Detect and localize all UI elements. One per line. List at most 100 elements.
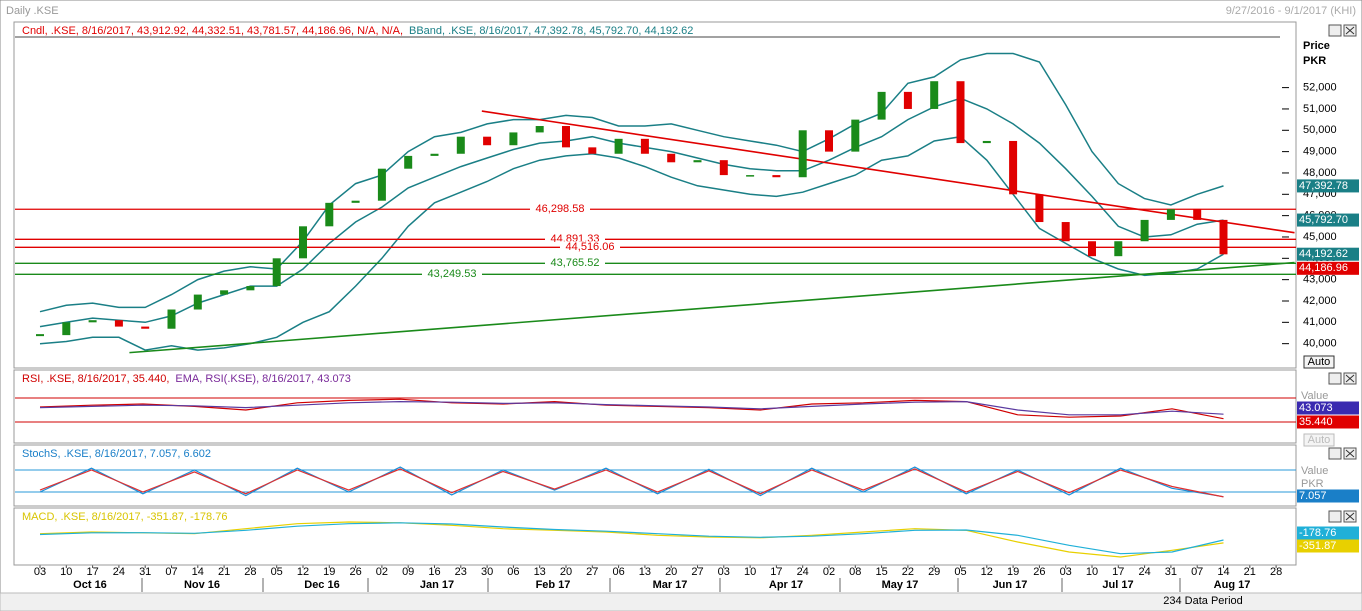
x-tick-label: 28 — [244, 566, 256, 578]
value-box — [1297, 213, 1359, 227]
x-tick-label: 02 — [823, 566, 835, 578]
candle — [509, 132, 518, 146]
value-box — [1297, 489, 1359, 503]
x-tick-label: 05 — [954, 566, 966, 578]
window-title: Daily .KSE — [6, 5, 59, 17]
x-tick-label: 28 — [1270, 566, 1282, 578]
maximize-button[interactable] — [1328, 24, 1342, 37]
level-label: 43,249.53 — [428, 268, 477, 280]
close-icon — [1345, 374, 1355, 383]
panel-frame — [13, 21, 1297, 369]
legend-text: EMA, RSI(.KSE), 8/16/2017, 43.073 — [175, 373, 350, 385]
axis-note: PKR — [1301, 478, 1324, 490]
x-tick-label: 29 — [928, 566, 940, 578]
trend-line — [481, 110, 1295, 234]
x-tick-label: 10 — [744, 566, 756, 578]
candle — [220, 290, 229, 295]
x-tick-label: 13 — [639, 566, 651, 578]
value-box-label: 47,392.78 — [1299, 180, 1348, 192]
candle — [377, 168, 386, 201]
x-tick-label: 07 — [165, 566, 177, 578]
x-tick-label: 20 — [665, 566, 677, 578]
value-box — [1297, 179, 1359, 193]
x-tick-label: 21 — [218, 566, 230, 578]
x-tick-label: 21 — [1244, 566, 1256, 578]
y-tick-label: 52,000 — [1303, 82, 1337, 94]
axis-title: PKR — [1303, 55, 1326, 67]
x-tick-label: 19 — [323, 566, 335, 578]
x-tick-label: 17 — [86, 566, 98, 578]
x-tick-label: 12 — [297, 566, 309, 578]
candle — [351, 200, 360, 203]
y-tick-label: 42,000 — [1303, 295, 1337, 307]
candle — [956, 81, 965, 144]
candle — [1193, 209, 1202, 220]
status-text: 234 Data Period — [1163, 595, 1243, 607]
maximize-button[interactable] — [1328, 510, 1342, 523]
x-tick-label: 22 — [902, 566, 914, 578]
legend-text: RSI, .KSE, 8/16/2017, 35.440, — [22, 373, 169, 385]
x-tick-label: 24 — [113, 566, 125, 578]
candle — [562, 126, 570, 148]
axis-title: Price — [1303, 40, 1330, 52]
candle — [141, 326, 150, 329]
maximize-button[interactable] — [1328, 447, 1342, 460]
bollinger-band — [39, 52, 1224, 313]
x-tick-label: 17 — [770, 566, 782, 578]
x-tick-label: 24 — [797, 566, 809, 578]
auto-button[interactable] — [1303, 433, 1335, 447]
value-box — [1297, 401, 1359, 415]
status-bar — [0, 592, 1362, 611]
x-tick-label: 12 — [981, 566, 993, 578]
indicator-line — [39, 468, 1224, 498]
window-range: 9/27/2016 - 9/1/2017 (KHI) — [1226, 5, 1356, 17]
x-tick-label: 23 — [455, 566, 467, 578]
candle — [167, 309, 176, 329]
candle — [640, 138, 649, 154]
value-box — [1297, 539, 1359, 553]
x-tick-label: 27 — [691, 566, 703, 578]
legend-text: MACD, .KSE, 8/16/2017, -351.87, -178.76 — [22, 511, 227, 523]
x-tick-label: 05 — [271, 566, 283, 578]
close-icon — [1345, 449, 1355, 458]
x-tick-label: 08 — [849, 566, 861, 578]
x-tick-label: 17 — [1112, 566, 1124, 578]
candle — [825, 130, 833, 152]
auto-button[interactable] — [1303, 355, 1335, 369]
candle — [1035, 194, 1044, 223]
x-tick-label: 07 — [1191, 566, 1203, 578]
month-label: Jan 17 — [420, 579, 454, 591]
candle — [535, 126, 544, 133]
candle — [719, 160, 728, 176]
x-tick-label: 10 — [1086, 566, 1098, 578]
candle — [456, 136, 465, 154]
indicator-line — [39, 400, 1224, 416]
x-tick-label: 26 — [1033, 566, 1045, 578]
x-tick-label: 27 — [586, 566, 598, 578]
candle — [851, 119, 860, 152]
y-tick-label: 49,000 — [1303, 146, 1337, 158]
y-tick-label: 51,000 — [1303, 103, 1337, 115]
candle — [903, 91, 912, 109]
candle — [1061, 222, 1070, 242]
y-tick-label: 41,000 — [1303, 316, 1337, 328]
month-label: May 17 — [882, 579, 919, 591]
y-tick-label: 48,000 — [1303, 167, 1337, 179]
candle — [325, 202, 334, 227]
legend-text: Cndl, .KSE, 8/16/2017, 43,912.92, 44,332… — [22, 25, 403, 37]
maximize-button[interactable] — [1328, 372, 1342, 385]
month-label: Jun 17 — [993, 579, 1028, 591]
candle — [982, 140, 991, 144]
level-label-bg — [530, 203, 590, 216]
x-tick-label: 03 — [34, 566, 46, 578]
candle — [430, 153, 439, 156]
candle — [299, 226, 307, 259]
x-tick-label: 02 — [376, 566, 388, 578]
x-tick-label: 06 — [507, 566, 519, 578]
x-tick-label: 15 — [875, 566, 887, 578]
level-label-bg — [545, 257, 605, 270]
indicator-line — [39, 522, 1224, 555]
value-box — [1297, 261, 1359, 275]
x-tick-label: 09 — [402, 566, 414, 578]
y-tick-label: 50,000 — [1303, 124, 1337, 136]
